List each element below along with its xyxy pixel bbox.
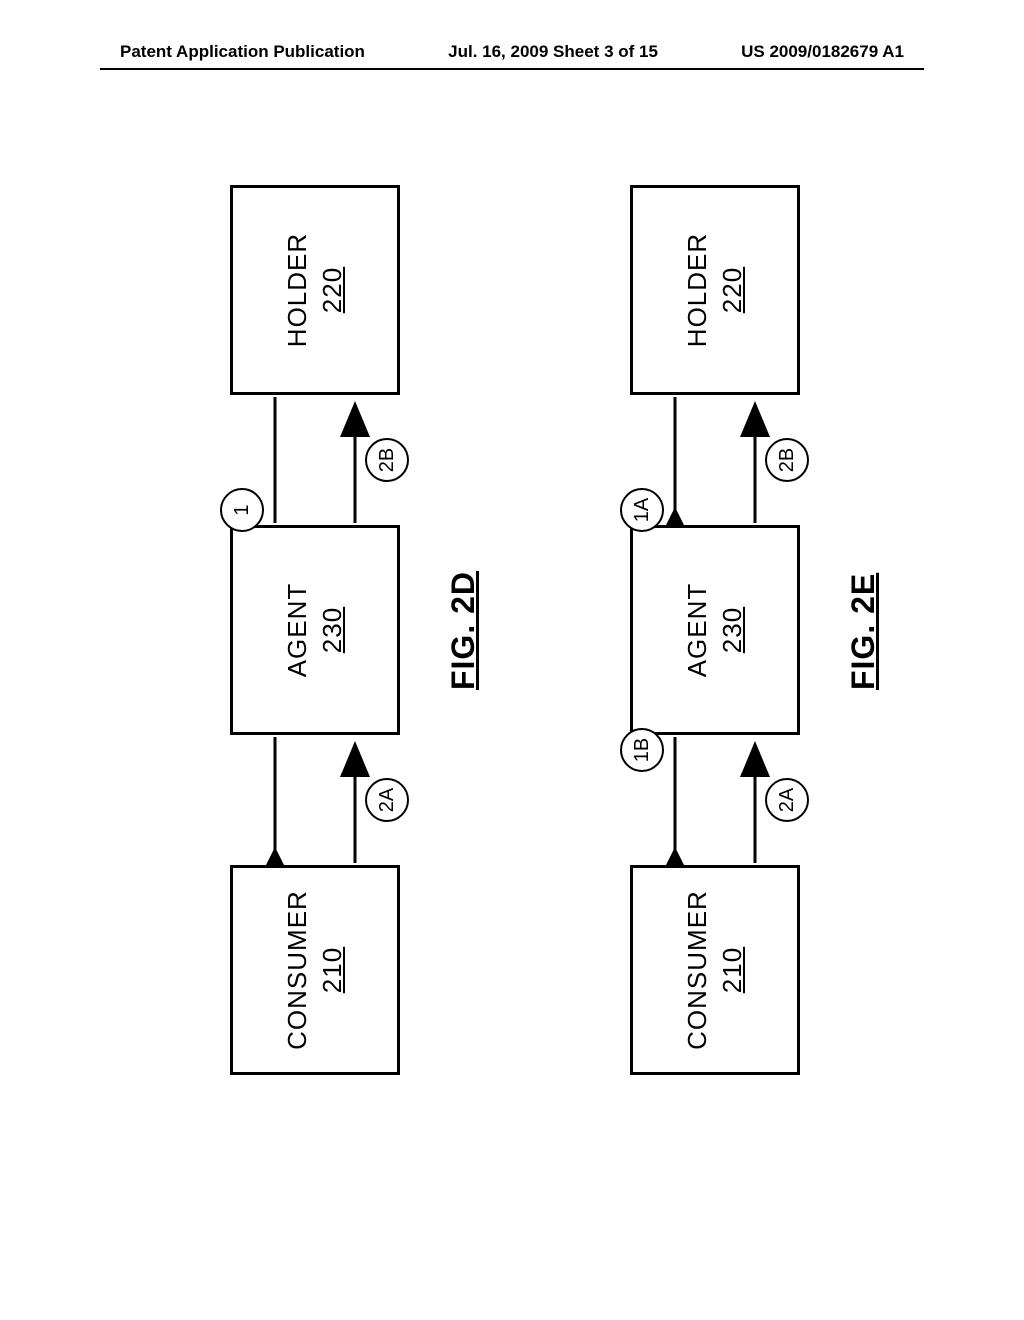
agent-ref-e: 230	[717, 607, 748, 653]
header-right: US 2009/0182679 A1	[741, 42, 904, 62]
consumer-label: CONSUMER	[282, 890, 313, 1050]
holder-box: HOLDER 220	[230, 185, 400, 395]
arrow-agent-to-consumer-e	[660, 735, 690, 865]
holder-ref: 220	[317, 267, 348, 313]
circle-2a-e-label: 2A	[776, 788, 799, 812]
circle-1a: 1A	[620, 488, 664, 532]
agent-box-e: AGENT 230	[630, 525, 800, 735]
circle-1: 1	[220, 488, 264, 532]
circle-1a-label: 1A	[631, 498, 654, 522]
fig-2e-label: FIG. 2E	[845, 573, 882, 690]
consumer-label-e: CONSUMER	[682, 890, 713, 1050]
holder-ref-e: 220	[717, 267, 748, 313]
agent-label-e: AGENT	[682, 583, 713, 678]
page-header: Patent Application Publication Jul. 16, …	[0, 42, 1024, 62]
arrow-holder-to-agent-e	[660, 395, 690, 525]
circle-2b-e: 2B	[765, 438, 809, 482]
circle-1-label: 1	[231, 504, 254, 515]
header-left: Patent Application Publication	[120, 42, 365, 62]
circle-2b-e-label: 2B	[776, 448, 799, 472]
consumer-box: CONSUMER 210	[230, 865, 400, 1075]
circle-1b: 1B	[620, 728, 664, 772]
holder-box-e: HOLDER 220	[630, 185, 800, 395]
consumer-box-e: CONSUMER 210	[630, 865, 800, 1075]
circle-1b-label: 1B	[631, 738, 654, 762]
figure-2e: CONSUMER 210 AGENT 230 HOLDER 220 1A 1B …	[265, 435, 1024, 865]
circle-2a-e: 2A	[765, 778, 809, 822]
holder-label: HOLDER	[282, 233, 313, 347]
header-center: Jul. 16, 2009 Sheet 3 of 15	[448, 42, 658, 62]
holder-label-e: HOLDER	[682, 233, 713, 347]
header-rule	[100, 68, 924, 70]
consumer-ref: 210	[317, 947, 348, 993]
consumer-ref-e: 210	[717, 947, 748, 993]
